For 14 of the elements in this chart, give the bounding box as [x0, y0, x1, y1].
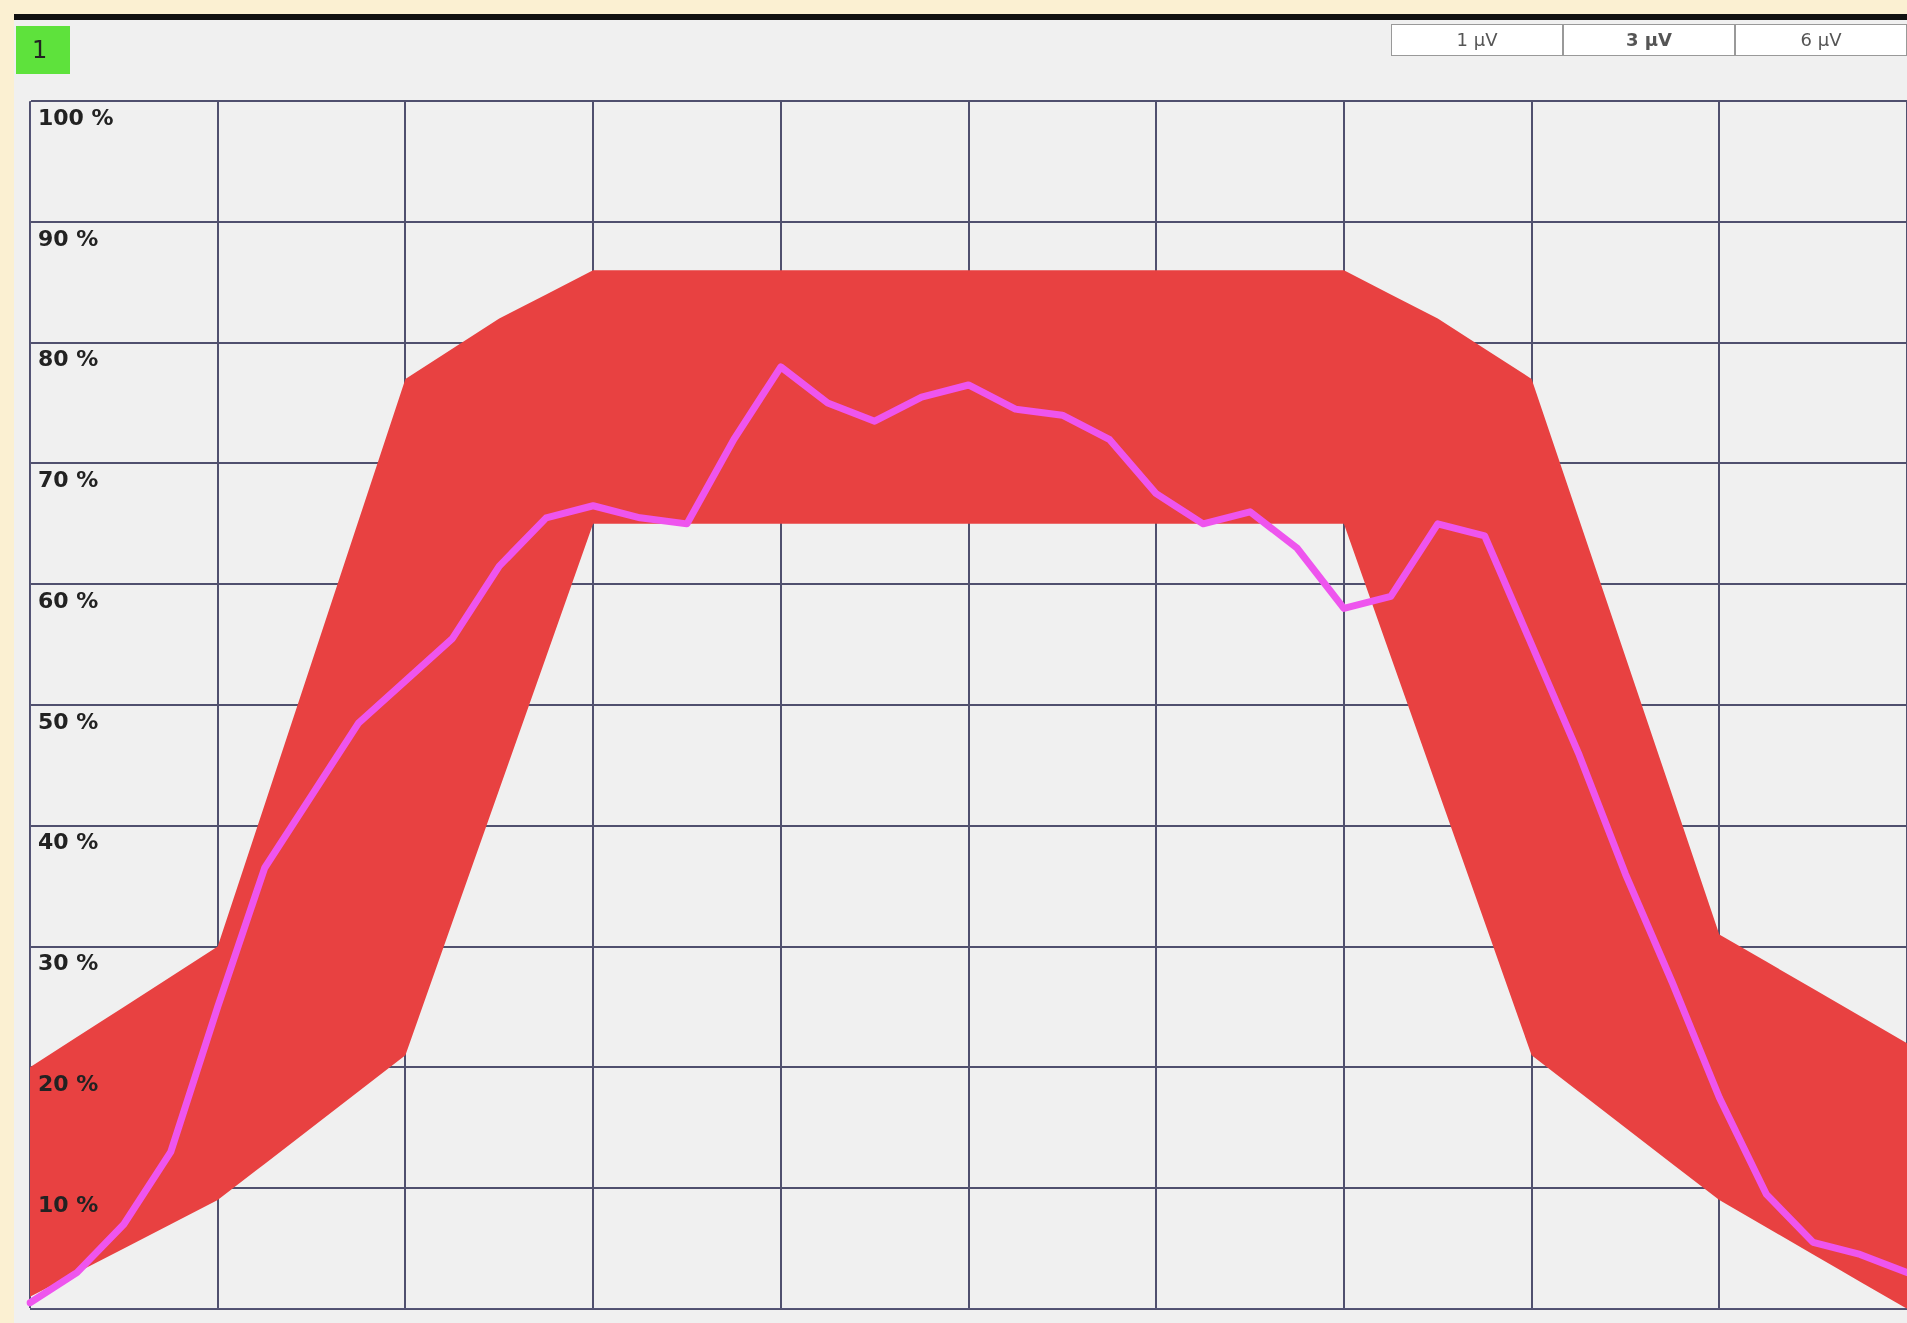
text: 6 µV — [1735, 24, 1907, 56]
y-tick-label: 80 % — [38, 346, 99, 372]
y-tick-label: 60 % — [38, 587, 99, 613]
y-tick-label: 100 % — [38, 104, 114, 130]
y-tick-label: 10 % — [38, 1191, 99, 1217]
y-tick-label: 50 % — [38, 708, 99, 734]
text: 3 µV — [1563, 24, 1735, 56]
y-tick-label: 70 % — [38, 467, 99, 493]
y-tick-label: 20 % — [38, 1071, 99, 1096]
text: 1 — [16, 26, 70, 74]
text: 1 µV — [1391, 24, 1563, 56]
y-tick-label: 90 % — [38, 225, 99, 251]
y-tick-label: 40 % — [38, 829, 99, 855]
y-tick-label: 30 % — [38, 950, 99, 976]
